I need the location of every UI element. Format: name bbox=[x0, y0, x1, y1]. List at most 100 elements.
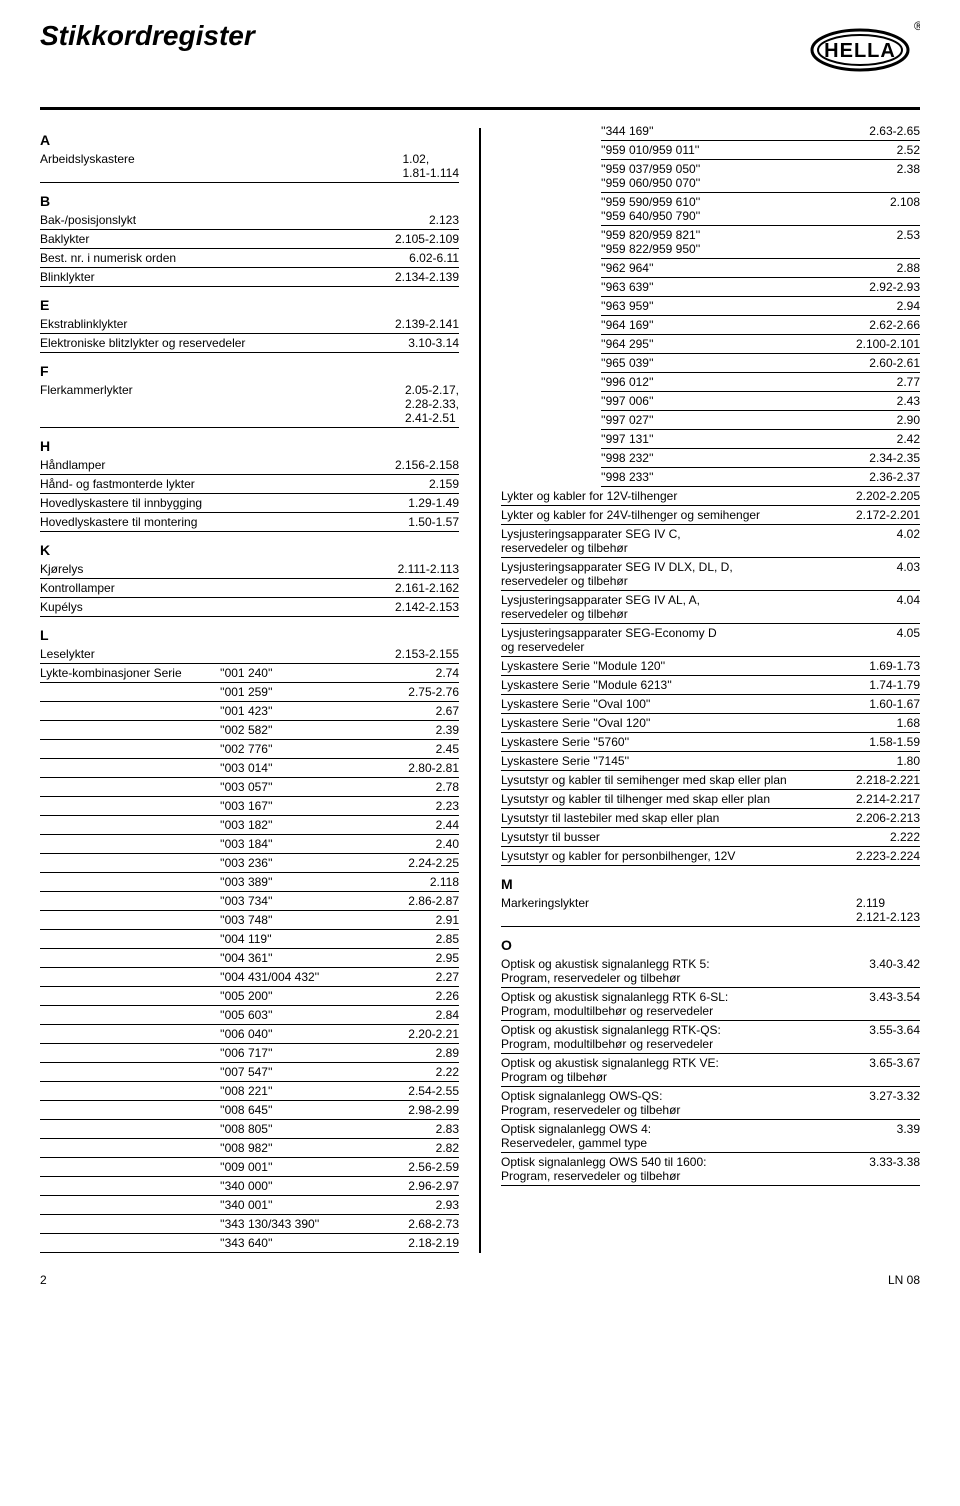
series-value: 2.40 bbox=[436, 837, 459, 851]
index-label: Ekstrablinklykter bbox=[40, 317, 395, 331]
index-row: Flerkammerlykter2.05-2.17, 2.28-2.33, 2.… bbox=[40, 381, 459, 428]
index-row: ''998 233''2.36-2.37 bbox=[601, 468, 920, 487]
index-value: 2.161-2.162 bbox=[395, 581, 459, 595]
index-row: Lyskastere Serie ''5760''1.58-1.59 bbox=[501, 733, 920, 752]
index-row: ''997 131''2.42 bbox=[601, 430, 920, 449]
series-value: 2.22 bbox=[436, 1065, 459, 1079]
series-code: ''001 259'' bbox=[220, 685, 408, 699]
index-row: Optisk og akustisk signalanlegg RTK-QS: … bbox=[501, 1021, 920, 1054]
index-label: Lyskastere Serie ''Oval 120'' bbox=[501, 716, 897, 730]
series-lead bbox=[40, 818, 220, 832]
series-code: ''003 236'' bbox=[220, 856, 408, 870]
index-label: Lysutstyr til busser bbox=[501, 830, 890, 844]
index-row: ''963 639''2.92-2.93 bbox=[601, 278, 920, 297]
series-code: ''003 182'' bbox=[220, 818, 436, 832]
index-label: Lyskastere Serie ''Module 120'' bbox=[501, 659, 869, 673]
index-value: 3.39 bbox=[897, 1122, 920, 1136]
index-value: 6.02-6.11 bbox=[409, 251, 459, 265]
index-subrow: ''003 182''2.44 bbox=[40, 816, 459, 835]
index-row: Arbeidslyskastere1.02, 1.81-1.114 bbox=[40, 150, 459, 183]
index-subrow: ''001 423''2.67 bbox=[40, 702, 459, 721]
index-value: 3.43-3.54 bbox=[869, 990, 920, 1004]
series-value: 2.86-2.87 bbox=[408, 894, 459, 908]
series-lead bbox=[40, 723, 220, 737]
index-label: Hovedlyskastere til innbygging bbox=[40, 496, 408, 510]
index-value: 3.55-3.64 bbox=[869, 1023, 920, 1037]
index-value: 1.80 bbox=[897, 754, 920, 768]
index-value: 2.206-2.213 bbox=[856, 811, 920, 825]
index-value: 1.60-1.67 bbox=[869, 697, 920, 711]
index-subrow: ''008 982''2.82 bbox=[40, 1139, 459, 1158]
series-value: 2.39 bbox=[436, 723, 459, 737]
index-value: 2.92-2.93 bbox=[869, 280, 920, 294]
series-lead bbox=[40, 799, 220, 813]
index-row: Hovedlyskastere til innbygging1.29-1.49 bbox=[40, 494, 459, 513]
index-row: Markeringslykter2.119 2.121-2.123 bbox=[501, 894, 920, 927]
index-value: 1.29-1.49 bbox=[408, 496, 459, 510]
index-row: Lykter og kabler for 12V-tilhenger2.202-… bbox=[501, 487, 920, 506]
series-lead bbox=[40, 970, 220, 984]
index-row: Lysjusteringsapparater SEG IV C, reserve… bbox=[501, 525, 920, 558]
index-row: Lyskastere Serie ''Module 6213''1.74-1.7… bbox=[501, 676, 920, 695]
index-subrow: ''340 000''2.96-2.97 bbox=[40, 1177, 459, 1196]
index-label: Optisk og akustisk signalanlegg RTK 5: P… bbox=[501, 957, 869, 985]
index-row: ''965 039''2.60-2.61 bbox=[601, 354, 920, 373]
index-row: Lyskastere Serie ''Oval 100''1.60-1.67 bbox=[501, 695, 920, 714]
series-lead bbox=[40, 913, 220, 927]
index-row: Lyskastere Serie ''7145''1.80 bbox=[501, 752, 920, 771]
index-row: Lysjusteringsapparater SEG-Economy D og … bbox=[501, 624, 920, 657]
series-lead bbox=[40, 1198, 220, 1212]
index-row: Optisk signalanlegg OWS-QS: Program, res… bbox=[501, 1087, 920, 1120]
index-label: Markeringslykter bbox=[501, 896, 856, 910]
index-subrow: ''008 805''2.83 bbox=[40, 1120, 459, 1139]
series-value: 2.98-2.99 bbox=[408, 1103, 459, 1117]
index-value: 2.05-2.17, 2.28-2.33, 2.41-2.51 bbox=[405, 383, 459, 425]
index-value: 1.58-1.59 bbox=[869, 735, 920, 749]
index-value: 2.222 bbox=[890, 830, 920, 844]
index-value: 3.40-3.42 bbox=[869, 957, 920, 971]
series-value: 2.56-2.59 bbox=[408, 1160, 459, 1174]
series-code: ''006 717'' bbox=[220, 1046, 436, 1060]
index-row: ''997 006''2.43 bbox=[601, 392, 920, 411]
index-row: Lyskastere Serie ''Module 120''1.69-1.73 bbox=[501, 657, 920, 676]
series-code: ''004 119'' bbox=[220, 932, 436, 946]
series-value: 2.24-2.25 bbox=[408, 856, 459, 870]
index-label: Optisk signalanlegg OWS 4: Reservedeler,… bbox=[501, 1122, 897, 1150]
series-code: ''343 640'' bbox=[220, 1236, 408, 1250]
index-value: 2.77 bbox=[897, 375, 920, 389]
index-label: Lykter og kabler for 12V-tilhenger bbox=[501, 489, 856, 503]
index-value: 2.159 bbox=[429, 477, 459, 491]
index-label: Lyskastere Serie ''5760'' bbox=[501, 735, 869, 749]
index-value: 3.27-3.32 bbox=[869, 1089, 920, 1103]
index-label: Hovedlyskastere til montering bbox=[40, 515, 408, 529]
series-lead bbox=[40, 989, 220, 1003]
index-subrow: ''003 389''2.118 bbox=[40, 873, 459, 892]
index-label: Hånd- og fastmonterde lykter bbox=[40, 477, 429, 491]
index-row: Lysjusteringsapparater SEG IV AL, A, res… bbox=[501, 591, 920, 624]
index-label: Lysutstyr og kabler til semihenger med s… bbox=[501, 773, 856, 787]
page: Stikkordregister ® HELLA A Arbeidslyskas… bbox=[0, 0, 960, 1307]
index-row: ''964 169''2.62-2.66 bbox=[601, 316, 920, 335]
index-row: Optisk og akustisk signalanlegg RTK 5: P… bbox=[501, 955, 920, 988]
series-lead bbox=[40, 704, 220, 718]
index-subrow: ''004 119''2.85 bbox=[40, 930, 459, 949]
index-row: Optisk signalanlegg OWS 540 til 1600: Pr… bbox=[501, 1153, 920, 1186]
index-value: 2.172-2.201 bbox=[856, 508, 920, 522]
index-value: 1.69-1.73 bbox=[869, 659, 920, 673]
index-row: Ekstrablinklykter2.139-2.141 bbox=[40, 315, 459, 334]
index-subrow: ''003 734''2.86-2.87 bbox=[40, 892, 459, 911]
index-label: Elektroniske blitzlykter og reservedeler bbox=[40, 336, 408, 350]
series-lead bbox=[40, 932, 220, 946]
series-value: 2.54-2.55 bbox=[408, 1084, 459, 1098]
index-row: ''996 012''2.77 bbox=[601, 373, 920, 392]
index-value: 4.05 bbox=[897, 626, 920, 640]
series-lead bbox=[40, 1065, 220, 1079]
series-value: 2.83 bbox=[436, 1122, 459, 1136]
index-label: Optisk og akustisk signalanlegg RTK 6-SL… bbox=[501, 990, 869, 1018]
index-row: Optisk og akustisk signalanlegg RTK VE: … bbox=[501, 1054, 920, 1087]
index-label: ''965 039'' bbox=[601, 356, 869, 370]
index-row: Lyskastere Serie ''Oval 120''1.68 bbox=[501, 714, 920, 733]
index-label: ''997 131'' bbox=[601, 432, 897, 446]
index-label: Best. nr. i numerisk orden bbox=[40, 251, 409, 265]
series-code: ''001 240'' bbox=[220, 666, 436, 680]
